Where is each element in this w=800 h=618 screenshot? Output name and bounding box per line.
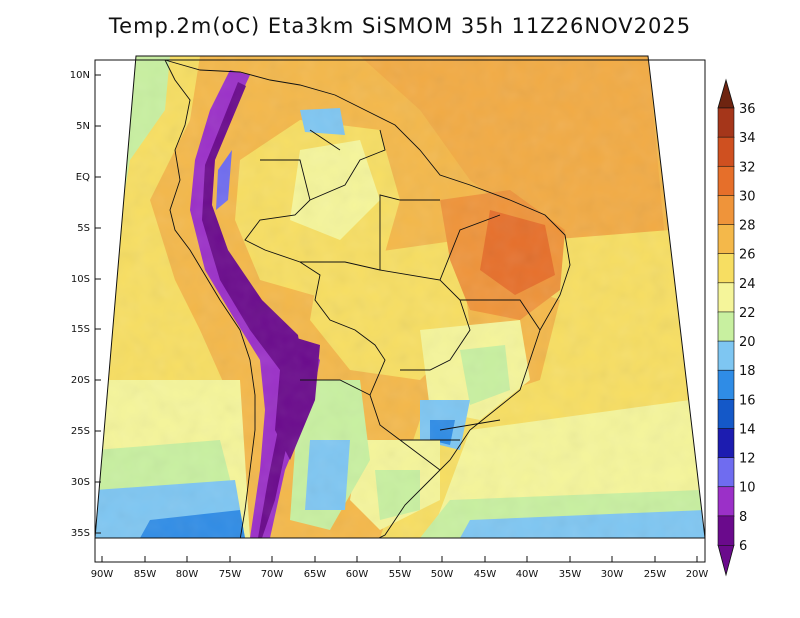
colorbar-label: 8: [739, 510, 747, 525]
lon-tick-label: 55W: [389, 569, 412, 580]
colorbar-cell: [717, 282, 735, 313]
country-boundaries: [164, 59, 571, 538]
colorbar-label: 6: [739, 539, 747, 554]
colorbar-arrow-bottom: [717, 544, 735, 577]
lat-tick-label: 35S: [71, 528, 90, 539]
map-title: Temp.2m(oC) Eta3km SiSMOM 35h 11Z26NOV20…: [108, 14, 692, 38]
lon-tick-label: 35W: [559, 569, 582, 580]
colorbar-cell: [717, 253, 735, 284]
lat-tick-label: 10N: [70, 70, 90, 81]
colorbar-label: 24: [739, 277, 756, 292]
colorbar-cell: [717, 457, 735, 488]
lon-tick-label: 25W: [644, 569, 667, 580]
colorbar-cell: [717, 428, 735, 459]
lon-tick-label: 75W: [219, 569, 242, 580]
colorbar-label: 16: [739, 393, 756, 408]
colorbar-cell: [717, 340, 735, 372]
lon-tick-label: 60W: [346, 569, 369, 580]
lat-tick-label: 30S: [71, 477, 90, 488]
lat-tick-label: 10S: [71, 274, 90, 285]
colorbar-cell: [717, 107, 735, 138]
lat-tick-label: EQ: [76, 172, 90, 183]
colorbar-cell: [717, 165, 735, 197]
colorbar: 36 34 32 30 28 26 24 22 20 18 16 14 12 10 8 6: [717, 78, 756, 577]
colorbar-label: 36: [739, 102, 756, 117]
lon-tick-label: 45W: [474, 569, 497, 580]
lat-tick-label: 15S: [71, 324, 90, 335]
colorbar-label: 30: [739, 189, 756, 204]
colorbar-label: 14: [739, 422, 756, 437]
colorbar-label: 20: [739, 335, 756, 350]
colorbar-cell: [717, 369, 735, 401]
lon-tick-label: 50W: [431, 569, 454, 580]
colorbar-label: 12: [739, 452, 756, 467]
lon-tick-label: 90W: [91, 569, 114, 580]
colorbar-label: 18: [739, 364, 756, 379]
colorbar-label: 26: [739, 248, 756, 263]
lat-tick-label: 5N: [76, 121, 90, 132]
colorbar-cell: [717, 195, 735, 226]
lon-tick-label: 40W: [516, 569, 539, 580]
colorbar-cell: [717, 399, 735, 430]
colorbar-cell: [717, 515, 735, 546]
colorbar-cell: [717, 311, 735, 342]
colorbar-labels: 36 34 32 30 28 26 24 22 20 18 16 14 12 10 8 6: [739, 102, 756, 554]
lon-tick-label: 85W: [134, 569, 157, 580]
longitude-axis: 90W 85W 80W 75W 70W 65W 60W 55W 50W 45W …: [91, 556, 709, 580]
lat-tick-label: 20S: [71, 375, 90, 386]
colorbar-arrow-top: [717, 78, 735, 109]
lat-tick-label: 25S: [71, 426, 90, 437]
lon-tick-label: 80W: [176, 569, 199, 580]
colorbar-label: 34: [739, 131, 756, 146]
lon-tick-label: 20W: [686, 569, 709, 580]
temperature-field: [95, 56, 705, 538]
lon-tick-label: 30W: [601, 569, 624, 580]
colorbar-cell: [717, 136, 735, 168]
lon-tick-label: 65W: [304, 569, 327, 580]
lat-tick-label: 5S: [77, 223, 90, 234]
colorbar-cells: [717, 78, 735, 577]
colorbar-label: 28: [739, 219, 756, 234]
colorbar-label: 10: [739, 481, 756, 496]
colorbar-cell: [717, 224, 735, 255]
latitude-axis: 10N 5N EQ 5S 10S 15S 20S 25S 30S 35S: [70, 70, 101, 539]
lon-tick-label: 70W: [261, 569, 284, 580]
colorbar-label: 32: [739, 160, 756, 175]
colorbar-label: 22: [739, 306, 756, 321]
colorbar-cell: [717, 486, 735, 517]
